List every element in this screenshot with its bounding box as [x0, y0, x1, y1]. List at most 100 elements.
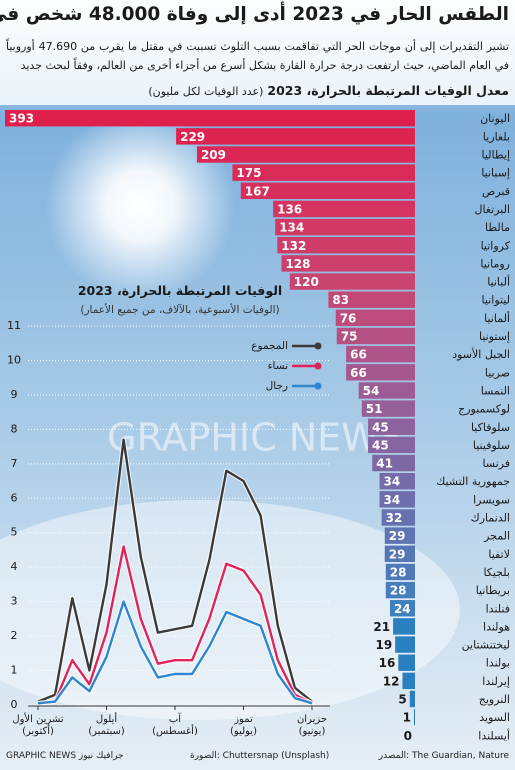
footer-credit: GRAPHIC NEWS جرافيك نيوز [6, 751, 124, 761]
legend-dot [314, 382, 322, 390]
x-tick-label: تشرين الأول (أكتوبر) [12, 714, 64, 737]
bar [398, 654, 415, 671]
y-tick-label: 10 [7, 353, 21, 366]
line-chart-subtitle: (الوفيات الأسبوعية، بالآلاف، من جميع الأ… [80, 304, 280, 316]
value-label: 75 [341, 330, 358, 344]
bar [336, 327, 415, 345]
category-label: قبرص [482, 185, 510, 198]
bar [328, 291, 415, 308]
y-tick-label: 4 [11, 560, 18, 573]
legend-dot [314, 362, 322, 370]
value-label: 21 [373, 620, 390, 634]
value-label: 28 [390, 565, 407, 579]
y-tick-label: 5 [11, 526, 18, 539]
watermark: GRAPHIC NEWS [107, 416, 403, 460]
bar [384, 527, 415, 544]
series-line [37, 438, 313, 703]
y-tick-label: 7 [11, 457, 18, 470]
category-label: صربيا [485, 366, 510, 379]
category-label: الجبل الأسود [452, 347, 510, 361]
category-label: ليختنشتاين [462, 639, 510, 652]
y-tick-label: 6 [11, 491, 18, 504]
bar [381, 509, 415, 526]
category-label: كرواتيا [481, 239, 511, 252]
category-label: النرويج [479, 693, 510, 706]
bar [372, 454, 415, 472]
category-label: هولندا [483, 620, 510, 633]
category-label: سلوفاكيا [471, 421, 510, 434]
value-label: 34 [384, 475, 401, 489]
value-label: 41 [376, 457, 393, 471]
value-label: 54 [363, 384, 380, 398]
value-label: 32 [386, 511, 403, 525]
x-tick-label: آب (أغسطس) [152, 714, 198, 737]
value-label: 45 [372, 438, 389, 452]
line-chart-title: الوفيات المرتبطة بالحرارة، 2023 [77, 283, 283, 298]
category-label: أيسلندا [478, 728, 510, 742]
x-tick-label: أيلول (سبتمبر) [88, 714, 125, 737]
category-label: سويسرا [473, 493, 510, 506]
y-tick-label: 2 [11, 629, 18, 642]
bar [275, 218, 415, 236]
y-tick-label: 1 [11, 664, 18, 677]
bar [409, 690, 415, 708]
category-label: ليتوانيا [482, 294, 510, 307]
value-label: 66 [350, 348, 367, 362]
bar-subtitle: (عدد الوفيات لكل مليون) [148, 85, 264, 98]
header-panel [0, 0, 515, 105]
bar-chart-title: معدل الوفيات المرتبطة بالحرارة، 2023(عدد… [148, 83, 509, 98]
bar [240, 182, 415, 199]
legend-label: المجموع [251, 340, 288, 352]
category-label: السويد [479, 711, 510, 724]
bar-chart: اليونان393بلغاريا229إيطاليا209إسبانيا175… [5, 110, 511, 743]
bar [384, 545, 415, 562]
value-label: 134 [279, 221, 304, 235]
category-label: فرنسا [482, 457, 510, 470]
category-label: إستونيا [479, 330, 510, 343]
bar [385, 563, 415, 581]
value-label: 29 [389, 529, 406, 543]
category-label: البرتغال [474, 203, 510, 216]
category-label: الدنمارك [471, 512, 510, 525]
value-label: 132 [281, 239, 306, 253]
cloud [0, 500, 460, 720]
subtitle: تشير التقديرات إلى أن موجات الحر التي تف… [6, 40, 509, 72]
legend-dot [314, 342, 322, 350]
category-label: رومانيا [480, 257, 510, 270]
value-label: 393 [9, 112, 34, 126]
value-label: 0 [404, 729, 412, 743]
bar [361, 400, 415, 417]
value-label: 209 [201, 148, 226, 162]
value-label: 1 [403, 711, 411, 725]
bar [368, 418, 415, 435]
category-label: بريطانيا [476, 584, 510, 597]
value-label: 120 [294, 275, 319, 289]
value-label: 45 [372, 420, 389, 434]
value-label: 76 [340, 311, 357, 325]
x-tick-label: حزيران (يونيو) [296, 714, 328, 737]
category-label: ألمانيا [484, 311, 510, 325]
x-tick-label: تموز (يوليو) [230, 714, 257, 737]
value-label: 29 [389, 547, 406, 561]
bar [346, 345, 415, 363]
category-label: لوكسمبورج [458, 403, 510, 416]
value-label: 28 [390, 584, 407, 598]
bar [395, 636, 415, 653]
value-label: 5 [398, 693, 406, 707]
value-label: 34 [384, 493, 401, 507]
bar [389, 600, 415, 617]
bar [379, 491, 415, 508]
bar [393, 618, 415, 635]
value-label: 167 [245, 184, 270, 198]
bar [402, 672, 415, 690]
category-label: ألبانيا [487, 275, 510, 289]
bar [289, 273, 415, 290]
y-tick-label: 8 [11, 422, 18, 435]
sun [45, 110, 235, 300]
footer-source: المصدر: The Guardian, Nature [378, 751, 509, 761]
category-label: إيرلندا [482, 675, 510, 688]
category-label: بلغاريا [483, 130, 510, 143]
bar [385, 581, 415, 599]
